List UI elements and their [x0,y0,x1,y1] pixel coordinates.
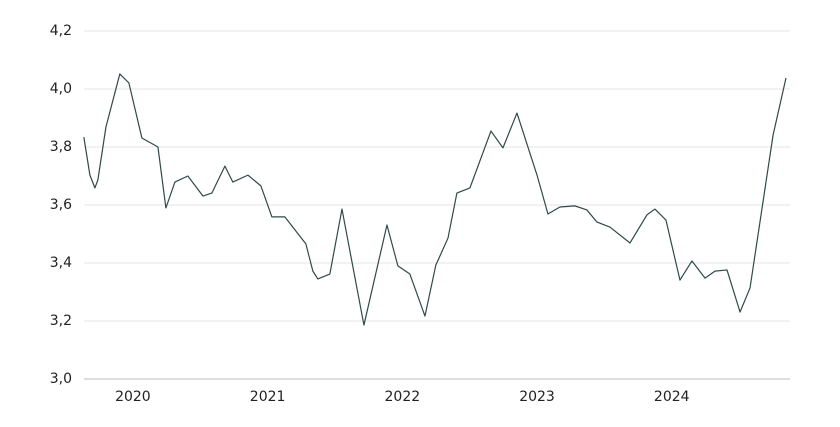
y-tick-label: 3,6 [50,197,72,213]
y-tick-label: 3,8 [50,139,72,155]
y-tick-label: 4,0 [50,81,72,97]
line [83,73,787,326]
y-tick-label: 4,2 [50,23,72,39]
y-tick-label: 3,4 [50,255,72,271]
x-tick-label: 2023 [519,389,555,405]
x-tick-label: 2022 [385,389,421,405]
x-tick-label: 2020 [115,389,151,405]
y-tick-label: 3,2 [50,313,72,329]
y-tick-label: 3,0 [50,371,72,387]
x-tick-label: 2021 [250,389,286,405]
x-tick-label: 2024 [654,389,690,405]
